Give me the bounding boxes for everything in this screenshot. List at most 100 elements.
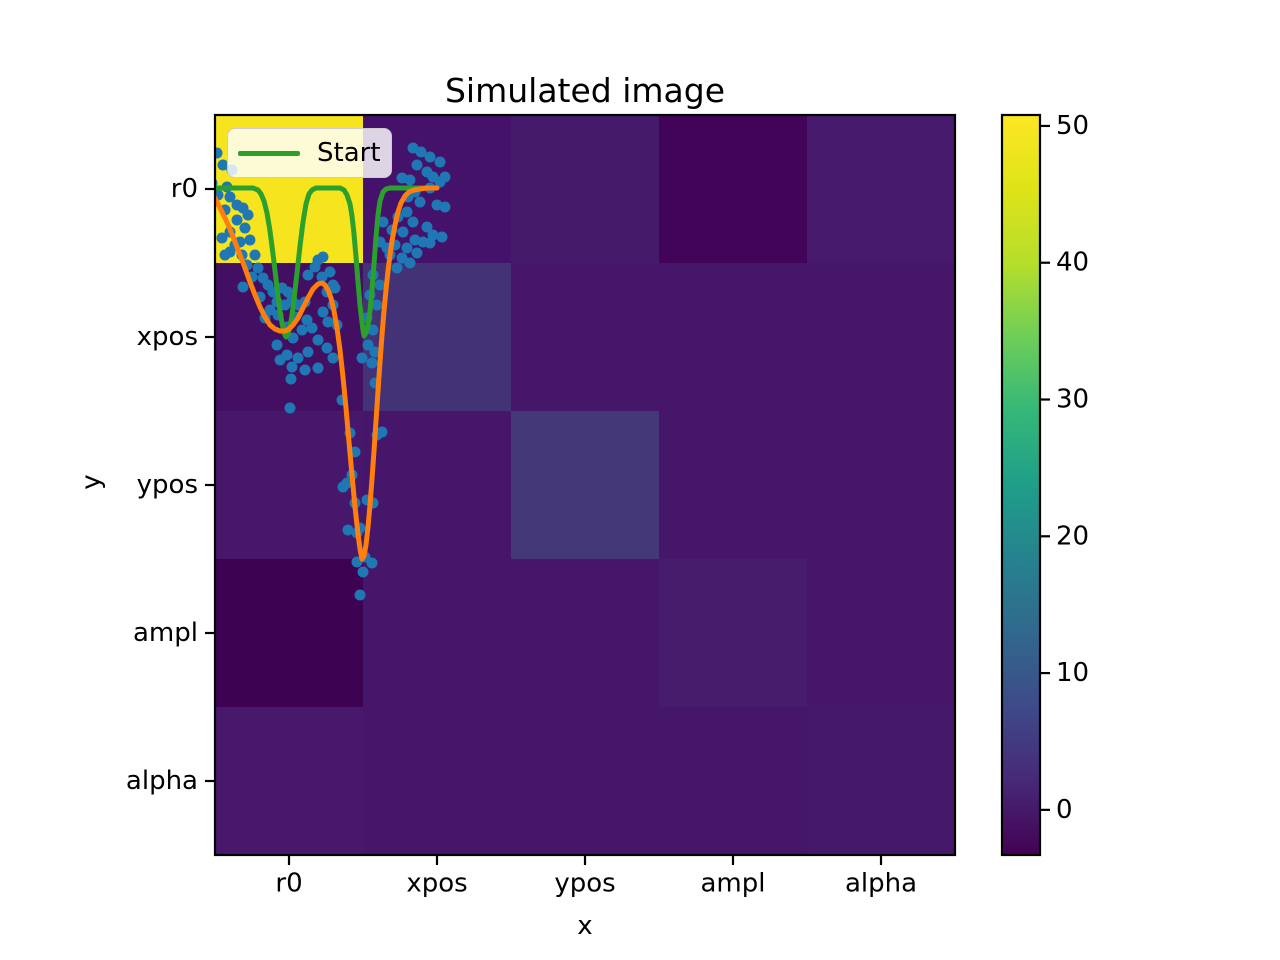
scatter-point xyxy=(237,281,249,293)
scatter-point xyxy=(296,324,308,336)
colorbar-outline xyxy=(1000,113,1042,857)
heatmap-cell-ampl-r0 xyxy=(215,559,363,707)
heatmap-cell-ampl-ampl xyxy=(659,559,807,707)
scatter-point xyxy=(369,346,381,358)
y-tick-label-ypos: ypos xyxy=(137,470,198,500)
scatter-point xyxy=(401,206,413,218)
y-tick-label-r0: r0 xyxy=(171,174,198,204)
scatter-point xyxy=(252,262,264,274)
scatter-point xyxy=(337,481,349,493)
heatmap-cell-ampl-ypos xyxy=(511,559,659,707)
x-tick-label-r0: r0 xyxy=(275,868,302,898)
scatter-point xyxy=(396,252,408,264)
x-tick-label-ypos: ypos xyxy=(554,868,615,898)
scatter-point xyxy=(216,232,228,244)
scatter-point xyxy=(376,426,388,438)
scatter-point xyxy=(286,361,298,373)
x-tick-label-ampl: ampl xyxy=(701,868,766,898)
heatmap-cell-alpha-ampl xyxy=(659,707,807,855)
scatter-point xyxy=(284,402,296,414)
colorbar-tick-label-20: 20 xyxy=(1056,521,1089,551)
scatter-point xyxy=(327,352,339,364)
scatter-point xyxy=(415,146,427,158)
colorbar-tick-label-30: 30 xyxy=(1056,385,1089,415)
heatmap-cell-xpos-ypos xyxy=(511,263,659,411)
y-tick-label-xpos: xpos xyxy=(137,322,198,352)
scatter-point xyxy=(239,222,251,234)
colorbar-tick-label-0: 0 xyxy=(1056,795,1073,825)
scatter-point xyxy=(439,201,451,213)
legend-line-sample xyxy=(238,150,300,156)
scatter-point xyxy=(424,237,436,249)
y-tick-label-alpha: alpha xyxy=(126,766,198,796)
scatter-point xyxy=(219,249,231,261)
scatter-point xyxy=(302,269,314,281)
scatter-point xyxy=(321,342,333,354)
scatter-point xyxy=(292,352,304,364)
line-fit xyxy=(215,185,440,562)
heatmap-cell-xpos-alpha xyxy=(807,263,955,411)
y-tick-label-ampl: ampl xyxy=(133,618,198,648)
scatter-point xyxy=(354,589,366,601)
chart-title: Simulated image xyxy=(444,71,726,110)
heatmap-cell-alpha-r0 xyxy=(215,707,363,855)
scatter-point xyxy=(366,357,378,369)
scatter-point xyxy=(404,174,416,186)
scatter-point xyxy=(342,524,354,536)
scatter-point xyxy=(309,261,321,273)
legend: Start xyxy=(227,128,392,178)
heatmap-cell-ypos-xpos xyxy=(363,411,511,559)
scatter-point xyxy=(377,216,389,228)
scatter-point xyxy=(324,266,336,278)
scatter-point xyxy=(322,316,334,328)
heatmap-cell-ypos-alpha xyxy=(807,411,955,559)
scatter-point xyxy=(215,147,223,159)
heatmap-cell-ampl-xpos xyxy=(363,559,511,707)
scatter-point xyxy=(271,339,283,351)
scatter-point xyxy=(374,279,386,291)
heatmap-cell-r0-alpha xyxy=(807,115,955,263)
heatmap-cell-alpha-xpos xyxy=(363,707,511,855)
heatmap-cell-r0-ampl xyxy=(659,115,807,263)
scatter-point xyxy=(249,249,261,261)
scatter-point xyxy=(421,221,433,233)
scatter-point xyxy=(287,332,299,344)
scatter-point xyxy=(366,557,378,569)
scatter-point xyxy=(436,231,448,243)
x-tick-label-xpos: xpos xyxy=(406,868,467,898)
scatter-point xyxy=(306,322,318,334)
colorbar-tick-label-50: 50 xyxy=(1056,111,1089,141)
colorbar-tick-label-10: 10 xyxy=(1056,658,1089,688)
scatter-point xyxy=(371,299,383,311)
scatter-point xyxy=(414,196,426,208)
scatter-point xyxy=(397,226,409,238)
scatter-point xyxy=(404,257,416,269)
scatter-point xyxy=(356,352,368,364)
heatmap-cell-r0-ypos xyxy=(511,115,659,263)
scatter-point xyxy=(274,354,286,366)
scatter-point xyxy=(316,271,328,283)
line-Start xyxy=(215,185,440,340)
scatter-point xyxy=(407,216,419,228)
scatter-point xyxy=(424,151,436,163)
scatter-point xyxy=(242,209,254,221)
scatter-point xyxy=(434,176,446,188)
scatter-point xyxy=(312,334,324,346)
scatter-point xyxy=(362,339,374,351)
x-axis-label: x xyxy=(577,911,593,941)
scatter-point xyxy=(302,346,314,358)
scatter-point xyxy=(411,247,423,259)
scatter-point xyxy=(231,214,243,226)
colorbar-tick-label-40: 40 xyxy=(1056,248,1089,278)
heatmap-cell-ypos-ypos xyxy=(511,411,659,559)
scatter-point xyxy=(357,566,369,578)
heatmap-cell-xpos-ampl xyxy=(659,263,807,411)
scatter-point xyxy=(434,156,446,168)
heatmap-cell-ypos-ampl xyxy=(659,411,807,559)
scatter-point xyxy=(401,242,413,254)
heatmap-cell-ampl-alpha xyxy=(807,559,955,707)
heatmap-cell-alpha-alpha xyxy=(807,707,955,855)
scatter-point xyxy=(244,234,256,246)
scatter-point xyxy=(285,373,297,385)
